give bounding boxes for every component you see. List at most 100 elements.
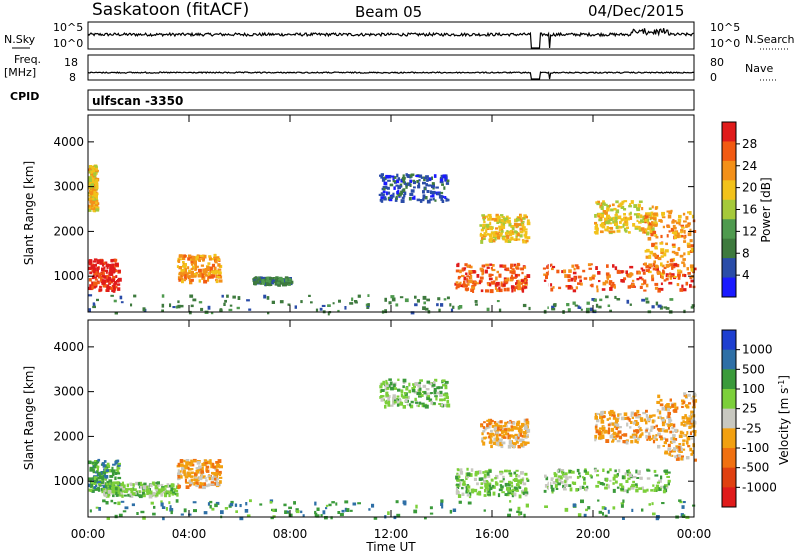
- heatmap-cell: [217, 263, 221, 267]
- heatmap-cell: [487, 482, 492, 487]
- heatmap-cell: [620, 279, 624, 283]
- heatmap-cell: [681, 261, 685, 264]
- heatmap-cell: [344, 507, 348, 512]
- heatmap-cell: [612, 264, 615, 268]
- heatmap-cell: [676, 453, 681, 457]
- heatmap-cell: [492, 484, 495, 488]
- heatmap-cell: [602, 200, 605, 204]
- heatmap-cell: [512, 442, 517, 445]
- heatmap-cell: [583, 513, 587, 517]
- heatmap-cell: [412, 179, 415, 182]
- heatmap-cell: [466, 275, 469, 278]
- heatmap-cell: [616, 432, 620, 436]
- heatmap-cell: [613, 219, 617, 224]
- heatmap-cell: [200, 264, 204, 267]
- heatmap-cell: [92, 303, 96, 308]
- noise-right-tick-top: 10^5: [710, 21, 740, 34]
- heatmap-cell: [514, 273, 518, 278]
- heatmap-cell: [131, 491, 134, 496]
- heatmap-cell: [617, 271, 622, 274]
- heatmap-cell: [557, 482, 561, 486]
- heatmap-cell: [193, 273, 197, 276]
- heatmap-cell: [512, 478, 515, 482]
- heatmap-cell: [689, 447, 693, 452]
- heatmap-cell: [269, 499, 274, 503]
- heatmap-cell: [647, 417, 651, 420]
- heatmap-cell: [564, 507, 569, 512]
- heatmap-cell: [200, 470, 204, 474]
- heatmap-cell: [490, 231, 494, 234]
- heatmap-cell: [102, 484, 107, 489]
- heatmap-cell: [429, 506, 433, 510]
- heatmap-cell: [113, 502, 117, 505]
- heatmap-cell: [90, 170, 94, 173]
- heatmap-cell: [88, 208, 92, 212]
- heatmap-cell: [112, 481, 117, 485]
- heatmap-cell: [661, 502, 665, 505]
- y-tick-label: 4000: [53, 340, 84, 354]
- heatmap-cell: [638, 415, 642, 419]
- nsearch-label: N.Search: [745, 33, 795, 46]
- heatmap-cell: [111, 489, 114, 493]
- heatmap-cell: [668, 471, 671, 474]
- heatmap-cell: [103, 279, 107, 282]
- heatmap-cell: [608, 417, 611, 420]
- heatmap-cell: [524, 275, 527, 278]
- heatmap-cell: [517, 427, 521, 430]
- heatmap-cell: [189, 468, 194, 471]
- heatmap-cell: [195, 470, 200, 474]
- heatmap-cell: [218, 480, 222, 484]
- heatmap-cell: [547, 486, 550, 491]
- heatmap-cell: [446, 198, 450, 202]
- heatmap-cell: [465, 272, 468, 276]
- heatmap-cell: [117, 287, 121, 291]
- heatmap-cell: [495, 429, 499, 433]
- heatmap-cell: [643, 289, 647, 292]
- heatmap-cell: [229, 503, 234, 507]
- heatmap-cell: [173, 492, 176, 496]
- heatmap-cell: [96, 470, 99, 474]
- heatmap-cell: [424, 404, 429, 409]
- heatmap-cell: [492, 264, 495, 267]
- heatmap-cell: [190, 478, 194, 481]
- heatmap-cell: [214, 467, 217, 471]
- heatmap-cell: [655, 266, 659, 271]
- heatmap-cell: [422, 295, 427, 300]
- heatmap-cell: [117, 472, 121, 475]
- heatmap-cell: [431, 176, 433, 180]
- heatmap-cell: [195, 481, 199, 485]
- heatmap-cell: [440, 197, 444, 201]
- heatmap-cell: [439, 398, 444, 402]
- heatmap-cell: [692, 393, 697, 397]
- heatmap-cell: [392, 397, 397, 401]
- heatmap-cell: [433, 380, 436, 384]
- heatmap-cell: [88, 178, 92, 182]
- heatmap-cell: [659, 287, 664, 291]
- heatmap-cell: [395, 303, 399, 307]
- heatmap-cell: [594, 434, 598, 439]
- heatmap-cell: [592, 274, 596, 278]
- heatmap-cell: [276, 281, 281, 285]
- heatmap-cell: [111, 466, 114, 471]
- heatmap-cell: [481, 432, 484, 436]
- heatmap-cell: [671, 437, 676, 440]
- nave-label: Nave: [745, 62, 773, 75]
- heatmap-cell: [593, 298, 597, 302]
- colorbar-tick-label: 25: [742, 402, 757, 416]
- heatmap-cell: [518, 486, 522, 489]
- heatmap-cell: [508, 437, 511, 440]
- heatmap-cell: [598, 436, 601, 440]
- heatmap-cell: [675, 221, 680, 225]
- heatmap-cell: [106, 483, 110, 487]
- heatmap-cell: [386, 186, 390, 190]
- heatmap-cell: [203, 511, 208, 515]
- heatmap-cell: [605, 483, 609, 487]
- heatmap-cell: [638, 434, 642, 438]
- heatmap-cell: [650, 489, 654, 492]
- heatmap-cell: [632, 475, 637, 479]
- heatmap-cell: [485, 426, 489, 430]
- heatmap-cell: [411, 389, 416, 393]
- heatmap-cell: [586, 485, 589, 490]
- colorbar-tick-label: 500: [742, 362, 765, 376]
- heatmap-cell: [432, 402, 436, 405]
